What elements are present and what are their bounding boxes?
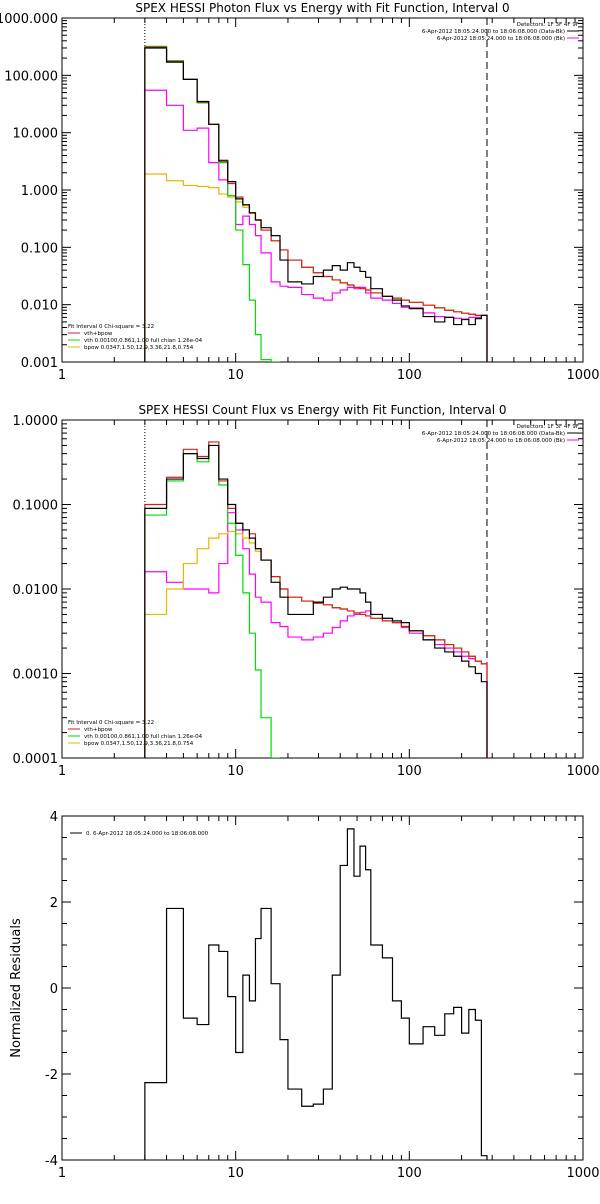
y-tick-label: 1000.000	[0, 12, 58, 27]
y-tick-label: 0.010	[21, 299, 58, 314]
series-vth-bpow	[144, 441, 488, 758]
count-flux-panel: SPEX HESSI Count Flux vs Energy with Fit…	[13, 403, 600, 779]
fit-line-1: vth+bpow	[84, 727, 113, 733]
series-group	[144, 45, 488, 362]
y-tick-label: -2	[45, 1068, 58, 1083]
x-tick-label: 1	[58, 764, 66, 779]
y-tick-label: 0.0100	[13, 583, 59, 598]
x-axis: 1 10 100 1000	[58, 816, 600, 1181]
y-axis: -4 -2 0 2 4	[45, 810, 583, 1169]
series-bpow	[144, 173, 488, 362]
plot-frame	[61, 17, 584, 363]
x-tick-label: 1	[58, 368, 66, 383]
chart-title: SPEX HESSI Photon Flux vs Energy with Fi…	[135, 1, 509, 15]
y-tick-label: 4	[50, 810, 58, 825]
x-tick-label: 100	[397, 1166, 422, 1181]
x-tick-label: 100	[397, 368, 422, 383]
header-line-1: 6-Apr-2012 18:05:24.000 to 18:06:08.000 …	[422, 431, 565, 437]
x-tick-label: 10	[227, 764, 244, 779]
x-tick-label: 1000	[566, 764, 599, 779]
x-tick-label: 1000	[566, 1166, 599, 1181]
y-axis-label: Normalized Residuals	[9, 918, 24, 1058]
series-vth	[144, 444, 280, 758]
plot-frame	[61, 815, 584, 1161]
fit-line-2: vth 0.00100,0.861,1.00 full chian 1.26e-…	[84, 734, 203, 740]
series-residual	[144, 828, 488, 1160]
series-data-bk	[144, 47, 488, 362]
residuals-panel: 1 10 100 1000 -4 -2 0 2 4 Normalized Residuals 0. …	[9, 810, 600, 1181]
header-line-0: Detectors: 1F 3F 4F 9F	[517, 22, 579, 28]
fit-line-1: vth+bpow	[84, 331, 113, 337]
y-tick-label: 1.000	[21, 184, 58, 199]
fit-line-0: Fit Interval 0 Chi-square = 3.22	[68, 720, 154, 726]
fit-line-0: Fit Interval 0 Chi-square = 3.22	[68, 324, 154, 330]
series-bk	[144, 89, 488, 362]
header-line-2: 6-Apr-2012 18:05:24.000 to 18:06:08.000 …	[437, 438, 565, 444]
y-tick-label: 10.000	[13, 127, 59, 142]
series-vth-bpow	[144, 46, 488, 362]
x-axis: 1 10 100 1000	[58, 420, 600, 779]
series-group	[144, 828, 488, 1160]
series-group	[144, 441, 488, 758]
y-tick-label: 0.0010	[13, 668, 59, 683]
y-axis: 0.0001 0.0010 0.0100 0.1000 1.0000	[13, 414, 583, 767]
header-line-0: Detectors: 1F 3F 4F 9F	[517, 424, 579, 430]
y-tick-label: 0.1000	[13, 499, 59, 514]
series-vth	[144, 45, 280, 362]
header-line-1: 6-Apr-2012 18:05:24.000 to 18:06:08.000 …	[422, 29, 565, 35]
plot-frame	[61, 419, 584, 759]
photon-flux-panel: SPEX HESSI Photon Flux vs Energy with Fi…	[0, 1, 600, 383]
fit-line-2: vth 0.00100,0.861,1.00 full chian 1.26e-…	[84, 338, 203, 344]
x-tick-label: 1000	[566, 368, 599, 383]
x-tick-label: 10	[227, 368, 244, 383]
y-tick-label: 0.0001	[13, 752, 59, 767]
series-bk	[144, 512, 488, 758]
x-tick-label: 10	[227, 1166, 244, 1181]
x-axis: 1 10 100 1000	[58, 18, 600, 383]
y-tick-label: 100.000	[4, 69, 58, 84]
y-tick-label: 0.100	[21, 241, 58, 256]
y-tick-label: 1.0000	[13, 414, 59, 429]
x-tick-label: 100	[397, 764, 422, 779]
residual-legend-label: 0. 6-Apr-2012 18:05:24.000 to 18:06:08.0…	[86, 831, 209, 837]
y-tick-label: 0	[50, 982, 58, 997]
y-tick-label: -4	[45, 1154, 58, 1169]
fit-line-3: bpow 0.0347,1.50,12.9,3.36,21.8,0.754	[84, 345, 194, 351]
series-data-bk	[144, 444, 488, 758]
y-axis: 0.001 0.010 0.100 1.000 10.000 100.000 1000.00…	[0, 12, 583, 371]
header-line-2: 6-Apr-2012 18:05:24.000 to 18:06:08.000 …	[437, 36, 565, 42]
x-tick-label: 1	[58, 1166, 66, 1181]
chart-title: SPEX HESSI Count Flux vs Energy with Fit…	[138, 403, 506, 417]
y-tick-label: 2	[50, 896, 58, 911]
y-tick-label: 0.001	[21, 356, 58, 371]
fit-line-3: bpow 0.0347,1.50,12.9,3.36,21.8,0.754	[84, 741, 194, 747]
